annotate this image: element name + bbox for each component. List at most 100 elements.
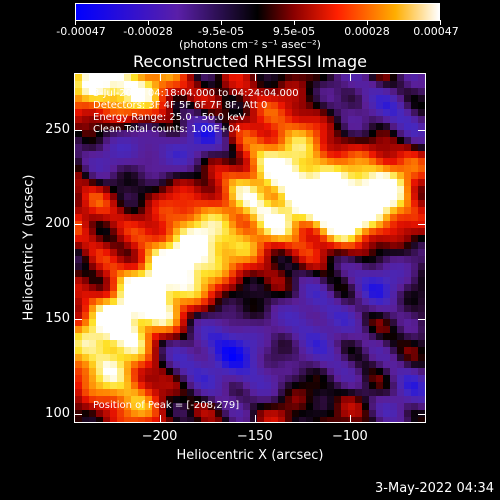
heatmap-cell xyxy=(383,193,391,201)
heatmap-cell xyxy=(299,277,307,285)
heatmap-cell xyxy=(292,242,300,250)
heatmap-cell xyxy=(82,396,90,404)
heatmap-cell xyxy=(418,137,425,145)
heatmap-cell xyxy=(173,263,181,271)
heatmap-cell xyxy=(103,417,111,422)
heatmap-cell xyxy=(341,298,349,306)
heatmap-cell xyxy=(376,130,384,138)
heatmap-cell xyxy=(194,326,202,334)
heatmap-cell xyxy=(313,158,321,166)
heatmap-cell xyxy=(271,137,279,145)
heatmap-cell xyxy=(411,137,419,145)
heatmap-cell xyxy=(299,340,307,348)
heatmap-cell xyxy=(131,158,139,166)
heatmap-cell xyxy=(320,249,328,257)
heatmap-cell xyxy=(82,305,90,313)
heatmap-cell xyxy=(145,165,153,173)
heatmap-cell xyxy=(229,270,237,278)
colorbar-tick xyxy=(75,20,76,25)
heatmap-cell xyxy=(418,81,425,89)
heatmap-cell xyxy=(82,214,90,222)
heatmap-cell xyxy=(376,144,384,152)
heatmap-cell xyxy=(173,354,181,362)
heatmap-cell xyxy=(138,172,146,180)
heatmap-cell xyxy=(243,235,251,243)
heatmap-cell xyxy=(145,81,153,89)
heatmap-cell xyxy=(313,193,321,201)
heatmap-cell xyxy=(208,242,216,250)
heatmap-cell xyxy=(124,123,132,131)
heatmap-cell xyxy=(208,102,216,110)
heatmap-cell xyxy=(194,214,202,222)
heatmap-cell xyxy=(362,144,370,152)
heatmap-cell xyxy=(313,88,321,96)
heatmap-cell xyxy=(362,221,370,229)
heatmap-cell xyxy=(362,347,370,355)
heatmap-cell xyxy=(341,151,349,159)
heatmap-cell xyxy=(201,396,209,404)
heatmap-cell xyxy=(418,396,425,404)
heatmap-cell xyxy=(145,137,153,145)
heatmap-cell xyxy=(145,403,153,411)
heatmap-cell xyxy=(327,207,335,215)
heatmap-cell xyxy=(306,200,314,208)
heatmap-cell xyxy=(278,396,286,404)
heatmap-cell xyxy=(418,228,425,236)
heatmap-cell xyxy=(418,165,425,173)
heatmap-cell xyxy=(187,319,195,327)
heatmap-cell xyxy=(369,312,377,320)
heatmap-cell xyxy=(187,305,195,313)
heatmap-cell xyxy=(376,305,384,313)
heatmap-cell xyxy=(131,277,139,285)
heatmap-cell xyxy=(131,137,139,145)
heatmap-cell xyxy=(110,298,118,306)
heatmap-cell xyxy=(138,263,146,271)
heatmap-cell xyxy=(180,382,188,390)
heatmap-cell xyxy=(285,123,293,131)
heatmap-cell xyxy=(257,347,265,355)
heatmap-cell xyxy=(327,221,335,229)
heatmap-cell xyxy=(215,403,223,411)
heatmap-cell xyxy=(327,193,335,201)
heatmap-cell xyxy=(215,354,223,362)
heatmap-cell xyxy=(131,74,139,82)
heatmap-cell xyxy=(341,347,349,355)
heatmap-cell xyxy=(292,319,300,327)
heatmap-cell xyxy=(229,116,237,124)
heatmap-cell xyxy=(187,109,195,117)
heatmap-cell xyxy=(250,361,258,369)
heatmap-cell xyxy=(250,74,258,82)
heatmap-cell xyxy=(327,172,335,180)
heatmap-cell xyxy=(334,200,342,208)
heatmap-cell xyxy=(327,235,335,243)
heatmap-cell xyxy=(250,228,258,236)
heatmap-cell xyxy=(159,340,167,348)
heatmap-cell xyxy=(278,361,286,369)
heatmap-cell xyxy=(243,256,251,264)
heatmap-cell xyxy=(299,144,307,152)
heatmap-cell xyxy=(145,270,153,278)
heatmap-cell xyxy=(173,417,181,422)
heatmap-cell xyxy=(313,270,321,278)
heatmap-cell xyxy=(418,95,425,103)
heatmap-cell xyxy=(187,88,195,96)
heatmap-cell xyxy=(271,88,279,96)
heatmap-cell xyxy=(117,221,125,229)
heatmap-cell xyxy=(96,312,104,320)
heatmap-cell xyxy=(404,165,412,173)
heatmap-cell xyxy=(187,242,195,250)
heatmap-cell xyxy=(110,228,118,236)
heatmap-cell xyxy=(229,144,237,152)
heatmap-cell xyxy=(362,172,370,180)
heatmap-cell xyxy=(159,193,167,201)
heatmap-cell xyxy=(215,88,223,96)
heatmap-cell xyxy=(313,382,321,390)
heatmap-cell xyxy=(334,305,342,313)
heatmap-cell xyxy=(201,375,209,383)
heatmap-cell xyxy=(103,88,111,96)
heatmap-cell xyxy=(222,305,230,313)
heatmap-cell xyxy=(194,263,202,271)
heatmap-cell xyxy=(334,270,342,278)
heatmap-cell xyxy=(152,361,160,369)
heatmap-cell xyxy=(306,361,314,369)
